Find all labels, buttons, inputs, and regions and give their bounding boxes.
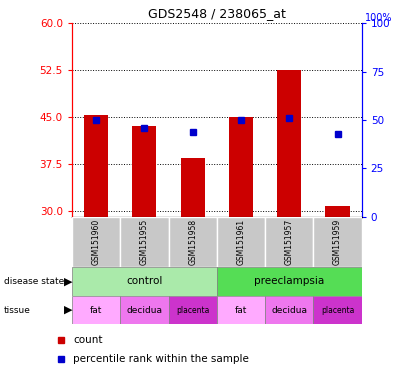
Bar: [72, 267, 217, 296]
Text: placenta: placenta: [176, 306, 209, 314]
Bar: [277, 70, 301, 217]
Text: decidua: decidua: [271, 306, 307, 314]
Title: GDS2548 / 238065_at: GDS2548 / 238065_at: [148, 7, 286, 20]
Text: placenta: placenta: [321, 306, 354, 314]
Bar: [169, 296, 217, 324]
Bar: [265, 217, 314, 267]
Bar: [265, 296, 314, 324]
Text: GSM151955: GSM151955: [140, 219, 149, 265]
Text: tissue: tissue: [4, 306, 31, 314]
Text: preeclampsia: preeclampsia: [254, 276, 324, 286]
Text: GSM151958: GSM151958: [188, 219, 197, 265]
Bar: [180, 157, 205, 217]
Text: ▶: ▶: [64, 305, 72, 315]
Text: GSM151961: GSM151961: [236, 219, 245, 265]
Text: fat: fat: [235, 306, 247, 314]
Bar: [217, 217, 265, 267]
Text: GSM151957: GSM151957: [285, 219, 294, 265]
Bar: [120, 296, 169, 324]
Text: fat: fat: [90, 306, 102, 314]
Text: percentile rank within the sample: percentile rank within the sample: [73, 354, 249, 364]
Text: count: count: [73, 335, 103, 345]
Bar: [132, 126, 157, 217]
Bar: [229, 117, 253, 217]
Bar: [314, 217, 362, 267]
Bar: [72, 296, 120, 324]
Bar: [84, 115, 108, 217]
Text: GSM151959: GSM151959: [333, 219, 342, 265]
Bar: [169, 217, 217, 267]
Text: 100%: 100%: [365, 13, 392, 23]
Text: decidua: decidua: [126, 306, 162, 314]
Text: control: control: [126, 276, 163, 286]
Text: GSM151960: GSM151960: [92, 219, 101, 265]
Text: disease state: disease state: [4, 277, 65, 286]
Text: ▶: ▶: [64, 276, 72, 286]
Bar: [217, 296, 265, 324]
Bar: [120, 217, 169, 267]
Bar: [326, 206, 350, 217]
Bar: [217, 267, 362, 296]
Bar: [72, 217, 120, 267]
Bar: [314, 296, 362, 324]
